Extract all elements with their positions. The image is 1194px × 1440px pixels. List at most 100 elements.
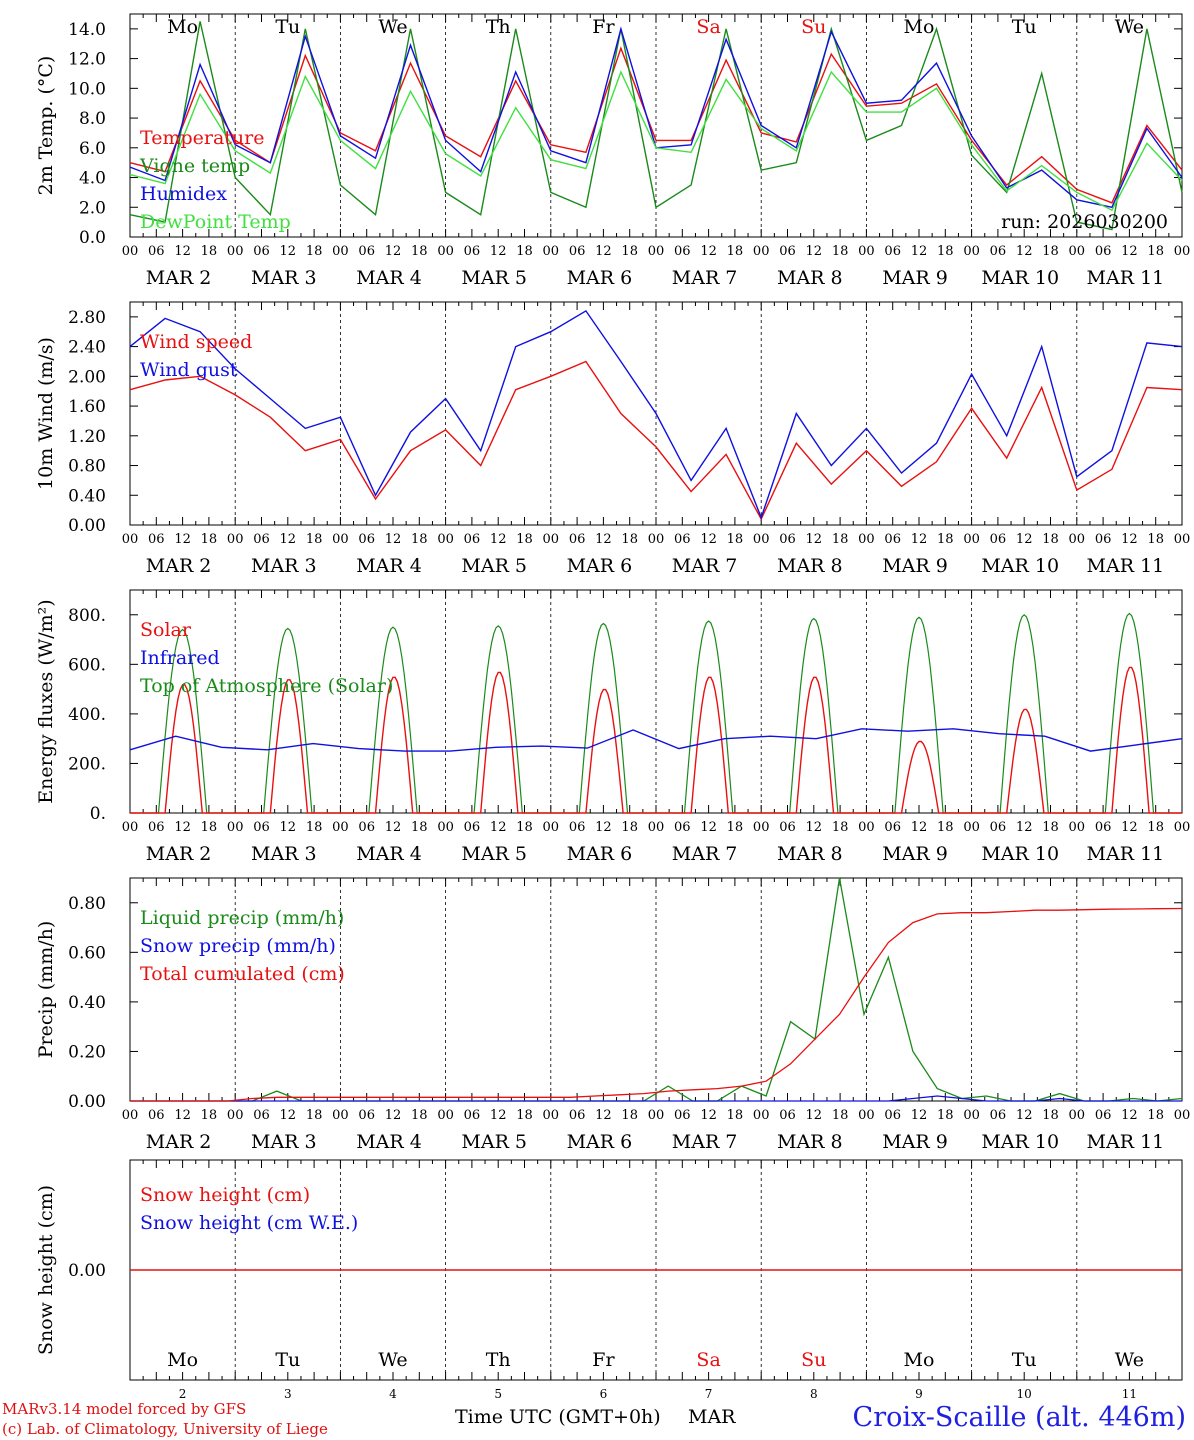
hour-label: 00 [858, 820, 875, 835]
legend-vigne-temp: Vigne temp [139, 155, 250, 177]
hour-label: 18 [411, 244, 428, 259]
hour-label: 18 [832, 820, 849, 835]
hour-label: 00 [227, 1108, 244, 1123]
y-tick-label: 0.00 [68, 1092, 106, 1112]
date-label: MAR 10 [981, 1131, 1059, 1153]
weekday-label: Tu [1012, 1349, 1037, 1371]
hour-label: 18 [516, 1108, 533, 1123]
hour-label: 06 [358, 820, 375, 835]
date-number: 6 [600, 1387, 608, 1401]
hour-label: 06 [253, 1108, 270, 1123]
date-label: MAR 8 [777, 555, 843, 577]
date-number: 8 [810, 1387, 818, 1401]
hour-label: 12 [700, 532, 717, 547]
hour-label: 12 [806, 1108, 823, 1123]
weekday-label: Mo [167, 16, 198, 38]
credit-model: MARv3.14 model forced by GFS [2, 1400, 247, 1418]
hour-label: 18 [411, 1108, 428, 1123]
legend-solar: Solar [140, 619, 192, 641]
hour-label: 06 [358, 532, 375, 547]
series-wind-gust [129, 309, 1183, 520]
hour-label: 00 [1069, 820, 1086, 835]
weekday-label: Su [801, 1349, 826, 1371]
hour-label: 00 [227, 820, 244, 835]
hour-label: 18 [621, 820, 638, 835]
hour-label: 06 [569, 1108, 586, 1123]
date-label: MAR 4 [356, 843, 422, 865]
precip-plot: 0.00 0.20 0.40 0.60 0.80 Precip (mm/h) Liquid … [35, 877, 1183, 1112]
hour-label: 18 [201, 820, 218, 835]
hour-label: 00 [332, 244, 349, 259]
hour-label: 12 [1016, 820, 1033, 835]
hour-label: 18 [516, 244, 533, 259]
legend-wind-speed: Wind speed [140, 331, 252, 353]
hour-label: 12 [490, 532, 507, 547]
y-tick-label: 2.0 [79, 198, 106, 218]
hour-label: 18 [411, 532, 428, 547]
y-tick-label: 0.80 [68, 894, 106, 914]
y-tick-label: 1.20 [68, 427, 106, 447]
hour-label: 06 [464, 1108, 481, 1123]
y-tick-label: 0.60 [68, 943, 106, 963]
date-label: MAR 3 [251, 1131, 317, 1153]
energy-plot: 0. 200. 400. 600. 800. Energy fluxes (W/m²) So… [35, 599, 1183, 824]
hour-label: 06 [569, 820, 586, 835]
hour-label: 18 [937, 820, 954, 835]
hour-label: 18 [1042, 532, 1059, 547]
hour-label: 12 [806, 244, 823, 259]
run-annotation: run: 2026030200 [1001, 211, 1168, 233]
hour-label: 00 [437, 820, 454, 835]
panel-wind: 00 06 12 18 MAR 2 00 06 12 18 MAR 3 00 06 12 18 MAR 4 0… [122, 301, 1190, 577]
y-tick-label: 800. [68, 606, 106, 626]
hour-label: 00 [1174, 820, 1191, 835]
date-label: MAR 3 [251, 843, 317, 865]
panel-temp: 00 06 12 18 MAR 2 00 06 12 18 MAR 3 00 06 12 18 MAR 4 0… [122, 13, 1190, 289]
date-label: MAR 9 [882, 555, 948, 577]
hour-label: 06 [253, 532, 270, 547]
hour-label: 12 [1016, 1108, 1033, 1123]
hour-label: 00 [858, 244, 875, 259]
legend-snow-precip-mm-h-: Snow precip (mm/h) [140, 935, 336, 957]
weekday-label: We [1115, 1349, 1144, 1371]
hour-label: 06 [674, 1108, 691, 1123]
x-axis-title: Time UTC (GMT+0h) [455, 1406, 661, 1428]
date-label: MAR 10 [981, 555, 1059, 577]
hour-label: 12 [911, 1108, 928, 1123]
y-tick-label: 14.0 [68, 20, 106, 40]
date-label: MAR 7 [672, 555, 738, 577]
hour-label: 12 [385, 1108, 402, 1123]
hour-label: 12 [595, 1108, 612, 1123]
hour-label: 00 [227, 244, 244, 259]
hour-label: 18 [201, 244, 218, 259]
x-axis-month: MAR [688, 1406, 736, 1428]
hour-label: 06 [148, 244, 165, 259]
hour-label: 06 [569, 244, 586, 259]
hour-label: 06 [990, 1108, 1007, 1123]
hour-label: 06 [358, 244, 375, 259]
hour-label: 06 [779, 244, 796, 259]
hour-label: 12 [595, 820, 612, 835]
hour-label: 06 [779, 1108, 796, 1123]
hour-label: 12 [1121, 820, 1138, 835]
date-number: 2 [179, 1387, 187, 1401]
weekday-label: We [378, 1349, 407, 1371]
hour-label: 00 [437, 244, 454, 259]
y-tick-label: 0.20 [68, 1042, 106, 1062]
hour-label: 00 [227, 532, 244, 547]
hour-label: 12 [700, 244, 717, 259]
hour-label: 12 [911, 244, 928, 259]
y-tick-label: 10.0 [68, 79, 106, 99]
y-axis-label: 10m Wind (m/s) [35, 337, 57, 490]
panel-energy: 00 06 12 18 MAR 2 00 06 12 18 MAR 3 00 06 12 18 MAR 4 0… [122, 589, 1191, 865]
hour-label: 12 [490, 244, 507, 259]
hour-label: 00 [753, 820, 770, 835]
hour-label: 00 [753, 244, 770, 259]
date-number: 10 [1017, 1387, 1032, 1401]
weekday-label: Mo [167, 1349, 198, 1371]
weekday-label: Sa [696, 16, 720, 38]
weekday-label: We [378, 16, 407, 38]
hour-label: 00 [437, 532, 454, 547]
date-label: MAR 10 [981, 267, 1059, 289]
hour-label: 12 [700, 1108, 717, 1123]
